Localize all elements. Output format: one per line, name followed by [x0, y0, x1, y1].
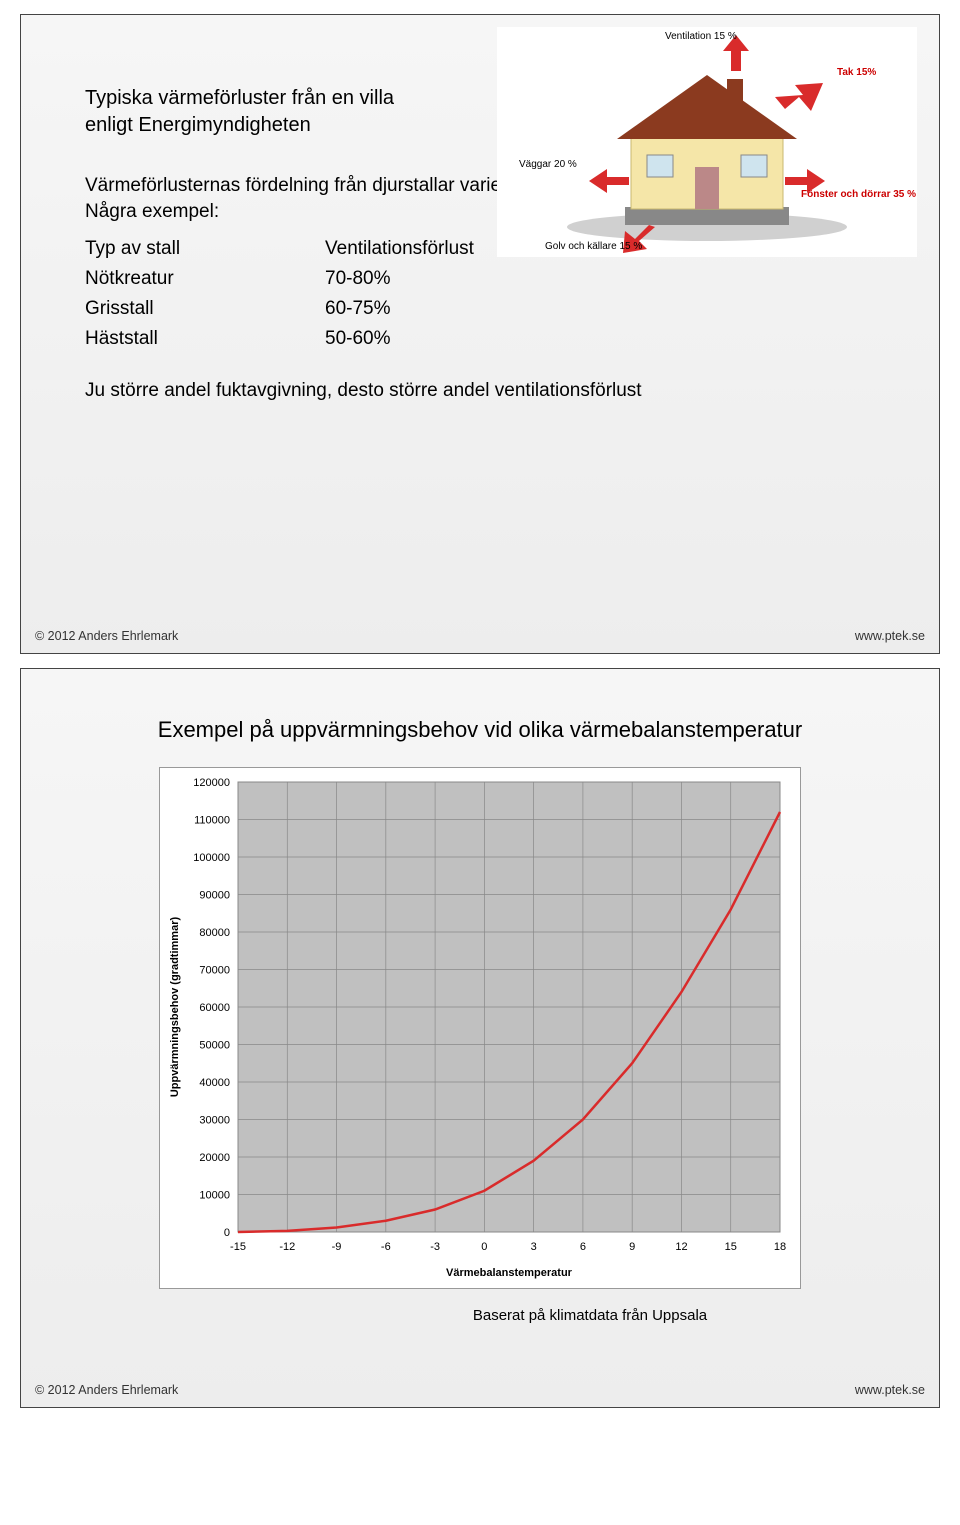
svg-text:80000: 80000	[199, 927, 230, 939]
diagram-label-tak: Tak 15%	[837, 67, 876, 78]
diagram-label-ventilation: Ventilation 15 %	[665, 31, 737, 42]
diagram-label-walls: Väggar 20 %	[519, 159, 577, 170]
chart-title: Exempel på uppvärmningsbehov vid olika v…	[21, 717, 939, 743]
table-row: Grisstall 60-75%	[85, 298, 875, 320]
svg-text:120000: 120000	[193, 777, 230, 789]
slide-2: Exempel på uppvärmningsbehov vid olika v…	[20, 668, 940, 1408]
diagram-label-windows: Fönster och dörrar 35 %	[801, 189, 916, 200]
table-header-right: Ventilationsförlust	[325, 238, 474, 260]
row-left: Nötkreatur	[85, 268, 325, 290]
svg-text:0: 0	[481, 1241, 487, 1253]
svg-text:6: 6	[580, 1241, 586, 1253]
svg-text:30000: 30000	[199, 1115, 230, 1127]
footer-copyright: © 2012 Anders Ehrlemark	[35, 1383, 178, 1397]
svg-text:0: 0	[224, 1227, 230, 1239]
svg-text:110000: 110000	[194, 815, 230, 827]
svg-text:-15: -15	[230, 1241, 246, 1253]
svg-text:-9: -9	[332, 1241, 342, 1253]
heating-chart: -15 -12 -9 -6 -3 0 3 6 9 12 15 18 0 10000 20000 30000 40…	[159, 767, 801, 1289]
svg-text:10000: 10000	[199, 1190, 230, 1202]
house-diagram: Ventilation 15 % Tak 15% Väggar 20 % Fön…	[497, 27, 917, 257]
svg-text:15: 15	[725, 1241, 737, 1253]
svg-text:-3: -3	[430, 1241, 440, 1253]
row-left: Häststall	[85, 328, 325, 350]
svg-text:Värmebalanstemperatur: Värmebalanstemperatur	[446, 1267, 573, 1279]
svg-text:-6: -6	[381, 1241, 391, 1253]
svg-text:60000: 60000	[199, 1002, 230, 1014]
svg-text:18: 18	[774, 1241, 786, 1253]
svg-text:90000: 90000	[199, 890, 230, 902]
slide1-note: Ju större andel fuktavgivning, desto stö…	[85, 378, 875, 404]
svg-text:70000: 70000	[199, 965, 230, 977]
svg-text:50000: 50000	[199, 1040, 230, 1052]
row-right: 70-80%	[325, 268, 391, 290]
chart-caption: Baserat på klimatdata från Uppsala	[241, 1307, 939, 1324]
svg-text:100000: 100000	[193, 852, 230, 864]
svg-text:3: 3	[531, 1241, 537, 1253]
row-left: Grisstall	[85, 298, 325, 320]
table-header-left: Typ av stall	[85, 238, 325, 260]
svg-text:12: 12	[675, 1241, 687, 1253]
svg-text:Uppvärmningsbehov (gradtimmar): Uppvärmningsbehov (gradtimmar)	[169, 917, 181, 1098]
slide-1: Ventilation 15 % Tak 15% Väggar 20 % Fön…	[20, 14, 940, 654]
svg-text:40000: 40000	[199, 1077, 230, 1089]
footer-url: www.ptek.se	[855, 1383, 925, 1397]
svg-text:9: 9	[629, 1241, 635, 1253]
row-right: 50-60%	[325, 328, 391, 350]
svg-text:-12: -12	[279, 1241, 295, 1253]
diagram-label-floor: Golv och källare 15 %	[545, 241, 642, 252]
svg-text:20000: 20000	[199, 1152, 230, 1164]
table-row: Nötkreatur 70-80%	[85, 268, 875, 290]
row-right: 60-75%	[325, 298, 391, 320]
footer-url: www.ptek.se	[855, 629, 925, 643]
slide1-heading: Typiska värmeförluster från en villa enl…	[85, 85, 425, 139]
footer-copyright: © 2012 Anders Ehrlemark	[35, 629, 178, 643]
table-row: Häststall 50-60%	[85, 328, 875, 350]
